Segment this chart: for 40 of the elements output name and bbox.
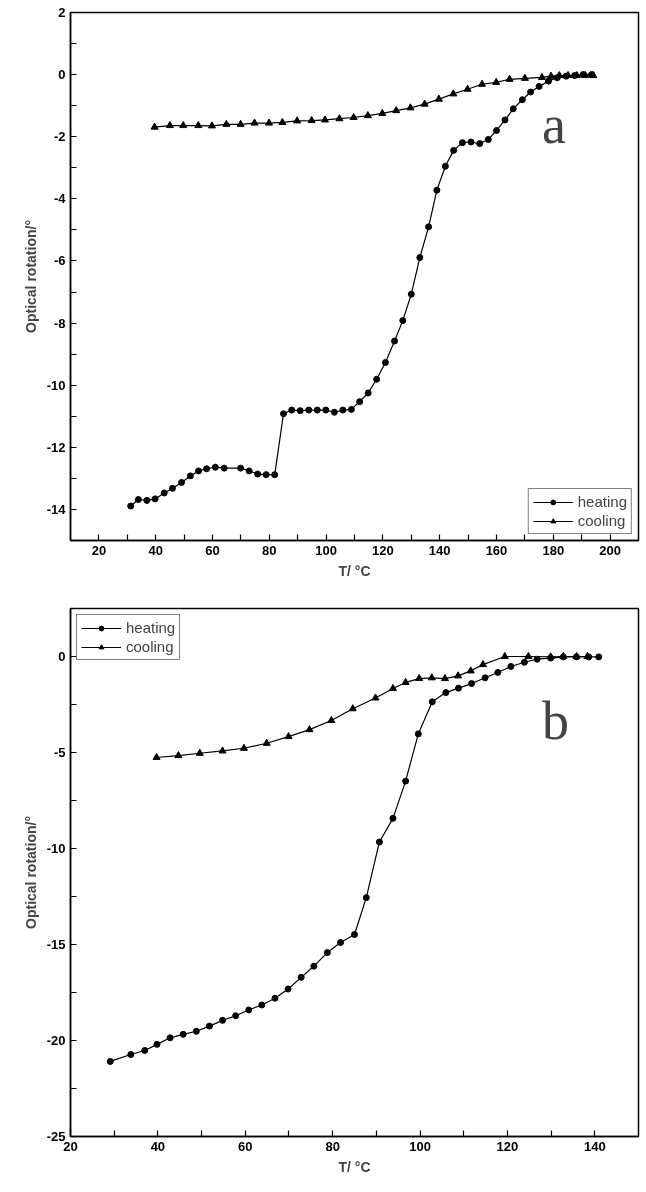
legend-label: heating <box>126 619 176 636</box>
x-tick-label: 100 <box>315 542 337 558</box>
x-axis-title: T/ °C <box>338 1158 371 1175</box>
y-tick-label: 0 <box>58 649 66 664</box>
x-tick-label: 140 <box>583 1138 606 1154</box>
y-tick-label: -10 <box>46 841 66 856</box>
y-tick-label: 2 <box>58 5 66 20</box>
x-tick-label: 40 <box>148 542 163 558</box>
y-tick-label: 0 <box>58 67 66 83</box>
y-tick-label: -20 <box>46 1033 66 1048</box>
y-axis-title: Optical rotation/° <box>22 220 39 333</box>
y-tick-label: -4 <box>53 191 67 207</box>
x-tick-label: 60 <box>205 542 220 558</box>
y-tick-label: -5 <box>53 745 66 760</box>
x-tick-label: 120 <box>372 542 394 558</box>
legend-label: cooling <box>126 638 174 655</box>
annotation: a <box>541 95 566 156</box>
y-tick-label: -10 <box>46 377 66 393</box>
x-axis-title: T/ °C <box>338 562 371 579</box>
legend-label: heating <box>577 493 627 510</box>
y-tick-label: -6 <box>53 253 66 269</box>
x-tick-label: 200 <box>599 542 621 558</box>
annotation: b <box>541 691 569 752</box>
y-tick-label: -8 <box>53 315 66 331</box>
y-tick-label: -12 <box>46 439 66 455</box>
x-tick-label: 160 <box>485 542 508 558</box>
x-tick-label: 20 <box>91 542 107 558</box>
y-tick-label: -2 <box>53 129 66 145</box>
x-tick-label: 80 <box>262 542 277 558</box>
legend-label: cooling <box>577 512 626 529</box>
y-tick-label: -15 <box>46 937 66 952</box>
x-tick-label: 80 <box>325 1138 340 1154</box>
y-tick-label: -14 <box>46 501 67 517</box>
x-tick-label: 180 <box>542 542 565 558</box>
x-tick-label: 120 <box>496 1138 519 1154</box>
x-tick-label: 60 <box>238 1138 253 1154</box>
x-tick-label: 40 <box>150 1138 166 1154</box>
x-tick-label: 140 <box>428 542 451 558</box>
x-tick-label: 100 <box>409 1138 431 1154</box>
y-axis-title: Optical rotation/° <box>22 816 39 929</box>
